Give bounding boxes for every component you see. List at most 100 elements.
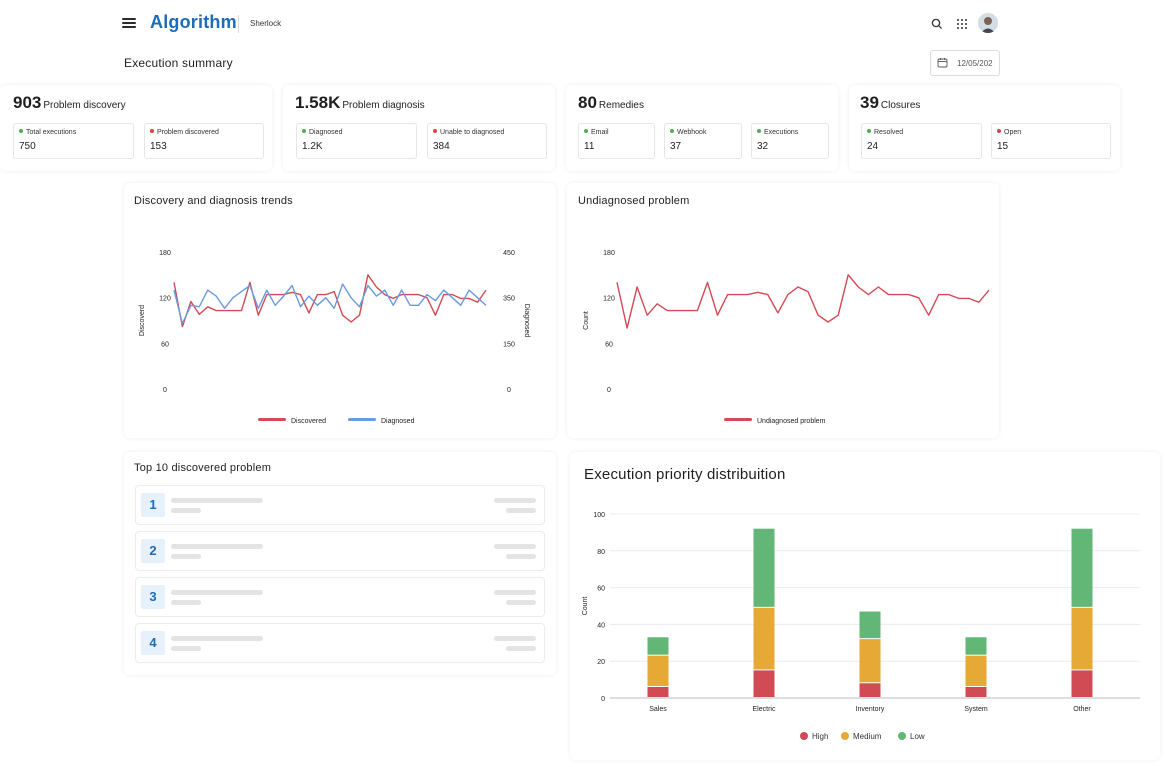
bar-high-system xyxy=(965,686,987,697)
skeleton-line xyxy=(171,554,201,559)
bar-high-sales xyxy=(647,686,669,697)
legend-item-discovered[interactable]: Discovered xyxy=(258,418,326,425)
list-item[interactable]: 3 xyxy=(135,577,545,617)
undiagnosed-chart-panel xyxy=(567,183,999,438)
skeleton-line xyxy=(171,600,201,605)
status-dot xyxy=(867,129,871,133)
rank-badge: 3 xyxy=(141,585,165,609)
status-dot xyxy=(670,129,674,133)
date-value: 12/05/202 xyxy=(957,59,993,68)
stat-box: Email 11 xyxy=(578,123,655,159)
product-name: Sherlock xyxy=(250,19,282,28)
status-dot xyxy=(757,129,761,133)
skeleton-line xyxy=(506,508,536,513)
summary-value: 1.58K xyxy=(295,93,341,112)
top10-title: Top 10 discovered problem xyxy=(134,462,272,474)
summary-card-closures: 39 Closures Resolved 24 Open 15 xyxy=(849,85,1120,171)
skeleton-line xyxy=(171,544,263,549)
legend-item-medium[interactable]: Medium xyxy=(841,732,881,741)
stat-label: Diagnosed xyxy=(309,129,343,136)
priority-chart-panel xyxy=(570,452,1160,760)
summary-value: 903 xyxy=(13,93,42,112)
stat-label: Webhook xyxy=(677,129,707,136)
stat-box: Open 15 xyxy=(991,123,1111,159)
x-tick-label: Sales xyxy=(649,706,667,713)
x-tick-label: Other xyxy=(1073,706,1091,713)
skeleton-line xyxy=(494,544,536,549)
apps-grid-icon[interactable] xyxy=(954,16,970,32)
summary-card-discovery: 903 Problem discovery Total executions 75… xyxy=(0,85,272,171)
legend-label: Medium xyxy=(853,732,882,741)
undiagnosed-chart-title: Undiagnosed problem xyxy=(578,195,690,207)
legend-item-diagnosed[interactable]: Diagnosed xyxy=(348,418,414,425)
bar-medium-electric xyxy=(753,607,775,670)
skeleton-line xyxy=(506,646,536,651)
y-tick-label: 20 xyxy=(597,659,605,666)
summary-label: Problem discovery xyxy=(43,100,126,111)
bar-low-sales xyxy=(647,637,669,655)
rank-badge: 2 xyxy=(141,539,165,563)
trend-chart: 0 60 120 180 0 150 350 450 Discoverd Diagnosed xyxy=(139,250,530,394)
skeleton-line xyxy=(494,636,536,641)
bar-high-electric xyxy=(753,670,775,697)
bar-medium-inventory xyxy=(859,639,881,683)
y2-tick-label: 150 xyxy=(503,341,515,348)
y-axis-label: Count xyxy=(583,311,590,330)
search-icon[interactable] xyxy=(929,16,945,32)
series-line-undiagnosed-problem xyxy=(616,274,990,329)
legend-item-low[interactable]: Low xyxy=(898,732,925,741)
y-tick-label: 80 xyxy=(597,549,605,556)
legend-label: Diagnosed xyxy=(381,418,415,425)
stat-label: Executions xyxy=(764,129,799,136)
stat-box: Executions 32 xyxy=(751,123,829,159)
list-item[interactable]: 2 xyxy=(135,531,545,571)
skeleton-line xyxy=(506,554,536,559)
priority-chart: 0 20 40 60 80 100 Count Sales Electric Inventory S… xyxy=(582,512,1140,713)
status-dot xyxy=(433,129,437,133)
y-tick-label: 40 xyxy=(597,622,605,629)
status-dot xyxy=(584,129,588,133)
list-item[interactable]: 4 xyxy=(135,623,545,663)
series-line-diagnosed xyxy=(173,283,487,325)
summary-label: Closures xyxy=(880,100,921,111)
skeleton-line xyxy=(171,590,263,595)
series-line-discovered xyxy=(173,274,487,328)
skeleton-line xyxy=(494,498,536,503)
bar-low-other xyxy=(1071,528,1093,607)
stat-box: Webhook 37 xyxy=(664,123,742,159)
stat-label: Unable to diagnosed xyxy=(440,129,505,136)
user-avatar[interactable] xyxy=(978,13,998,33)
y-tick-label: 100 xyxy=(593,512,605,519)
legend-item-undiagnosed[interactable]: Undiagnosed problem xyxy=(724,418,826,425)
y2-tick-label: 350 xyxy=(503,296,515,303)
status-dot xyxy=(997,129,1001,133)
status-dot xyxy=(19,129,23,133)
y-tick-label: 180 xyxy=(159,250,171,257)
page-title: Execution summary xyxy=(124,56,233,70)
y-tick-label: 0 xyxy=(601,696,605,703)
skeleton-line xyxy=(494,590,536,595)
bar-high-other xyxy=(1071,670,1093,697)
list-item[interactable]: 1 xyxy=(135,485,545,525)
y2-axis-label: Diagnosed xyxy=(523,304,530,338)
stat-label: Email xyxy=(591,129,609,136)
y-tick-label: 60 xyxy=(597,586,605,593)
legend-label: Undiagnosed problem xyxy=(757,418,826,425)
legend-label: High xyxy=(812,732,829,741)
y2-tick-label: 0 xyxy=(507,387,511,394)
calendar-icon xyxy=(937,58,948,68)
y-axis-label: Count xyxy=(582,597,589,616)
stat-value: 15 xyxy=(997,141,1009,152)
menu-icon[interactable] xyxy=(122,16,136,30)
y-tick-label: 60 xyxy=(161,341,169,348)
skeleton-line xyxy=(171,508,201,513)
stat-label: Problem discovered xyxy=(157,129,219,136)
summary-label: Problem diagnosis xyxy=(342,100,425,111)
status-dot xyxy=(302,129,306,133)
x-tick-label: Electric xyxy=(753,706,776,713)
stat-value: 153 xyxy=(150,141,167,152)
bar-medium-other xyxy=(1071,607,1093,670)
summary-card-remedies: 80 Remedies Email 11 Webhook 37 Execution… xyxy=(566,85,838,171)
date-picker[interactable]: 12/05/202 xyxy=(930,50,1000,76)
legend-item-high[interactable]: High xyxy=(800,732,828,741)
